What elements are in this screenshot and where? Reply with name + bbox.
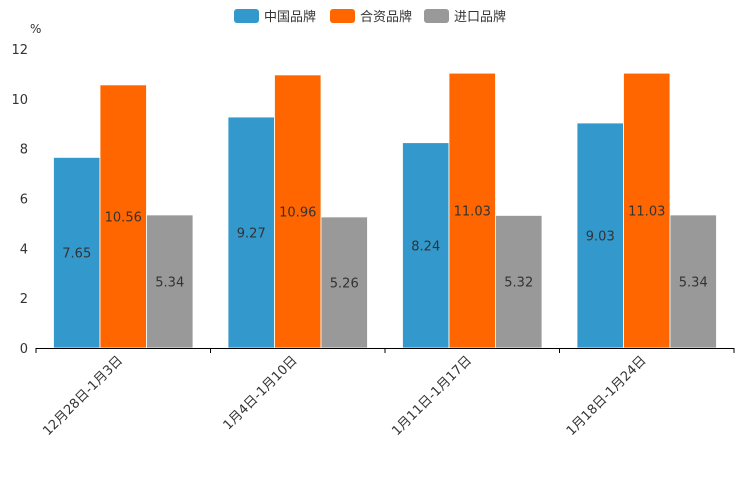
x-tick-label: 1月4日-1月10日 (221, 353, 301, 433)
bar-2-1[interactable] (99, 84, 147, 349)
bar-2-2[interactable] (274, 74, 322, 349)
bars-group (53, 72, 717, 349)
data-label-2-2: 10.96 (279, 205, 316, 220)
data-label-1-4: 9.03 (586, 230, 615, 245)
bar-3-4[interactable] (669, 214, 717, 349)
bar-2-3[interactable] (448, 72, 496, 349)
data-label-3-4: 5.34 (679, 275, 708, 290)
legend-label-3[interactable]: 进口品牌 (454, 9, 506, 25)
y-axis: 0 2 4 6 8 10 12 (11, 43, 28, 357)
legend-swatch-3[interactable] (424, 9, 449, 23)
bar-1-4[interactable] (576, 122, 624, 349)
legend-label-2[interactable]: 合资品牌 (360, 9, 412, 25)
bar-2-4[interactable] (623, 72, 671, 349)
data-label-2-1: 10.56 (105, 210, 142, 225)
y-tick-label: 6 (20, 193, 28, 208)
y-tick-label: 12 (11, 43, 28, 58)
legend-swatch-2[interactable] (330, 9, 355, 23)
x-axis: 12月28日-1月3日 1月4日-1月10日 1月11日-1月17日 1月18日-1月… (35, 348, 735, 439)
y-tick-label: 8 (20, 143, 28, 158)
data-label-2-3: 11.03 (454, 205, 491, 220)
legend-label-1[interactable]: 中国品牌 (264, 9, 316, 25)
data-label-1-1: 7.65 (62, 247, 91, 262)
y-tick-label: 0 (20, 342, 28, 357)
legend: 中国品牌 合资品牌 进口品牌 (234, 9, 506, 25)
y-tick-label: 10 (11, 93, 28, 108)
legend-swatch-1[interactable] (234, 9, 259, 23)
data-label-1-3: 8.24 (411, 239, 440, 254)
y-tick-label: 4 (20, 242, 28, 257)
y-axis-unit-label: % (30, 22, 41, 36)
data-label-3-3: 5.32 (504, 276, 533, 291)
y-tick-label: 2 (20, 292, 28, 307)
x-tick-label: 1月11日-1月17日 (389, 353, 475, 439)
x-tick-label: 1月18日-1月24日 (564, 353, 650, 439)
bar-3-2[interactable] (320, 216, 368, 349)
x-tick-label: 12月28日-1月3日 (40, 353, 126, 439)
data-label-1-2: 9.27 (237, 227, 266, 242)
data-label-2-4: 11.03 (628, 205, 665, 220)
bar-1-2[interactable] (227, 116, 275, 349)
bar-1-1[interactable] (53, 156, 101, 349)
data-labels-group: 7.65 10.56 5.34 9.27 10.96 5.26 8.24 11.03 5.32 9… (62, 205, 707, 292)
data-label-3-1: 5.34 (155, 275, 184, 290)
data-label-3-2: 5.26 (330, 276, 359, 291)
bar-3-1[interactable] (146, 214, 194, 349)
